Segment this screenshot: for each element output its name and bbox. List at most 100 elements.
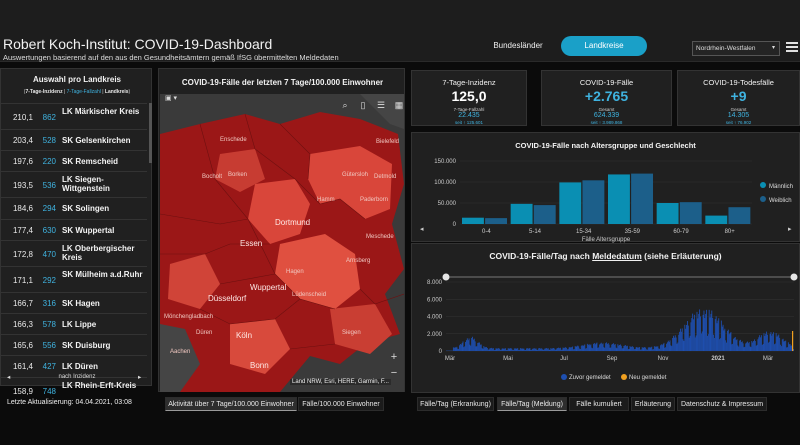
- daily-bar: [640, 349, 641, 351]
- kpi-title: 7-Tage-Inzidenz: [442, 78, 496, 87]
- menu-icon[interactable]: [786, 42, 798, 52]
- list-item[interactable]: 193,5 536 LK Siegen-Wittgenstein: [1, 171, 147, 197]
- x-tick-label: Nov: [658, 356, 669, 362]
- daily-bar: [578, 346, 580, 351]
- map-view[interactable]: ▣ ▾ ⌕ ▯ ☰ ▦ + − Land NRW, Esri, HERE, Ga…: [160, 94, 404, 392]
- daily-bar: [659, 348, 661, 351]
- daily-bar: [751, 340, 753, 351]
- daily-bar: [502, 348, 504, 351]
- tab-explanation[interactable]: Erläuterung: [631, 397, 675, 411]
- daily-bar: [646, 349, 648, 351]
- tab-cases-onset[interactable]: Fälle/Tag (Erkrankung): [417, 397, 494, 411]
- daily-bar: [606, 342, 607, 351]
- daily-bar: [737, 345, 739, 351]
- daily-bar: [605, 343, 607, 351]
- zoom-out-button[interactable]: −: [390, 367, 398, 379]
- bar-männlich: [559, 182, 582, 224]
- list-item[interactable]: 172,8 470 LK Oberbergischer Kreis: [1, 239, 147, 266]
- kpi-delta: seit ↑ 125.601: [454, 120, 484, 125]
- list-item[interactable]: 203,4 528 SK Gelsenkirchen: [1, 129, 147, 150]
- daily-bar: [484, 347, 486, 351]
- daily-bar: [614, 344, 616, 351]
- next-page-icon[interactable]: ▸: [138, 374, 142, 381]
- district-name: LK Lippe: [62, 319, 97, 329]
- tab-activity[interactable]: Aktivität über 7 Tage/100.000 Einwohner: [165, 397, 297, 411]
- daily-bar: [645, 347, 647, 351]
- region-select[interactable]: Nordrhein-Westfalen ▾: [692, 41, 780, 56]
- tab-cumulative[interactable]: Fälle kumuliert: [569, 397, 629, 411]
- map-district[interactable]: [248, 179, 310, 244]
- daily-bar: [559, 348, 560, 351]
- list-item[interactable]: 165,6 556 SK Duisburg: [1, 334, 147, 355]
- district-name: LK Oberbergischer Kreis: [62, 243, 135, 262]
- list-item[interactable]: 171,1 292 SK Mülheim a.d.Ruhr: [1, 265, 147, 292]
- daily-bar: [730, 332, 732, 351]
- bookmark-icon[interactable]: ▯: [360, 100, 366, 110]
- grid-icon[interactable]: ▦: [394, 100, 404, 110]
- daily-bar: [649, 347, 651, 351]
- incidence-value: 203,4: [12, 136, 33, 145]
- daily-bar: [643, 347, 645, 351]
- map-district[interactable]: [168, 254, 220, 309]
- daily-bar: [680, 331, 682, 351]
- next-page-icon[interactable]: ▸: [788, 226, 792, 233]
- daily-bar: [599, 344, 600, 351]
- tab-cases-per-100k[interactable]: Fälle/100.000 Einwohner: [298, 397, 384, 411]
- daily-bar: [591, 347, 593, 351]
- list-icon[interactable]: ☰: [376, 100, 386, 110]
- list-item[interactable]: 177,4 630 SK Wuppertal: [1, 218, 147, 240]
- list-scrollbar[interactable]: [149, 103, 152, 163]
- y-tick-label: 4.000: [427, 315, 443, 321]
- daily-bar: [589, 345, 591, 351]
- list-item[interactable]: 158,9 748 LK Rhein-Erft-Kreis: [1, 376, 147, 403]
- map-district[interactable]: [215, 149, 265, 192]
- daily-bar: [765, 333, 767, 351]
- daily-bar: [754, 341, 756, 351]
- meldedatum-link[interactable]: Meldedatum: [592, 251, 642, 261]
- daily-bar: [666, 343, 667, 351]
- list-sort-label[interactable]: nach Inzidenz: [58, 374, 96, 380]
- age-chart: 0 50.000 100.000 150.000 0-4 5-14 15-34 35-59 60…: [434, 159, 793, 243]
- map-layer-control[interactable]: ▣ ▾: [165, 95, 178, 102]
- daily-bar: [632, 346, 634, 351]
- bar-weiblich: [679, 202, 702, 224]
- map-label: Mönchengladbach: [164, 314, 214, 320]
- tab-privacy[interactable]: Datenschutz & Impressum: [677, 397, 767, 411]
- bar-männlich: [510, 203, 533, 224]
- list-item[interactable]: 184,6 294 SK Solingen: [1, 197, 147, 218]
- daily-bar: [593, 343, 595, 351]
- daily-bar: [656, 346, 658, 351]
- map-panel: COVID-19-Fälle der letzten 7 Tage/100.00…: [158, 68, 405, 392]
- map-district[interactable]: [275, 234, 360, 309]
- zoom-in-button[interactable]: +: [390, 351, 398, 363]
- nav-landkreise-button[interactable]: Landkreise: [561, 36, 647, 56]
- daily-bar: [596, 342, 598, 351]
- tab-cases-report[interactable]: Fälle/Tag (Meldung): [497, 397, 567, 411]
- daily-bar: [487, 349, 489, 351]
- daily-bar: [721, 326, 723, 351]
- list-item[interactable]: 166,7 316 SK Hagen: [1, 291, 147, 313]
- map-district[interactable]: [330, 304, 392, 354]
- daily-bar: [550, 348, 552, 351]
- list-item[interactable]: 210,1 862 LK Märkischer Kreis: [1, 103, 147, 129]
- list-item[interactable]: 166,3 578 LK Lippe: [1, 312, 147, 334]
- prev-page-icon[interactable]: ◂: [420, 226, 424, 233]
- daily-bar: [773, 344, 775, 351]
- daily-bar: [535, 348, 537, 351]
- daily-bar: [693, 319, 694, 351]
- map-district[interactable]: [230, 319, 290, 374]
- list-item[interactable]: 197,6 220 SK Remscheid: [1, 150, 147, 171]
- daily-bar: [671, 346, 673, 351]
- daily-bar: [500, 349, 502, 351]
- prev-page-icon[interactable]: ◂: [7, 374, 11, 381]
- daily-bar: [670, 345, 672, 351]
- map-district[interactable]: [308, 146, 392, 219]
- nav-bundeslaender-button[interactable]: Bundesländer: [493, 41, 543, 50]
- daily-bar: [459, 343, 461, 351]
- daily-bar: [776, 336, 778, 351]
- search-icon[interactable]: ⌕: [342, 100, 348, 110]
- legend-label: Neu gemeldet: [629, 375, 667, 381]
- daily-bar: [616, 348, 618, 351]
- daily-bar: [452, 347, 454, 351]
- list-item[interactable]: 161,4 427 LK Düren: [1, 355, 147, 376]
